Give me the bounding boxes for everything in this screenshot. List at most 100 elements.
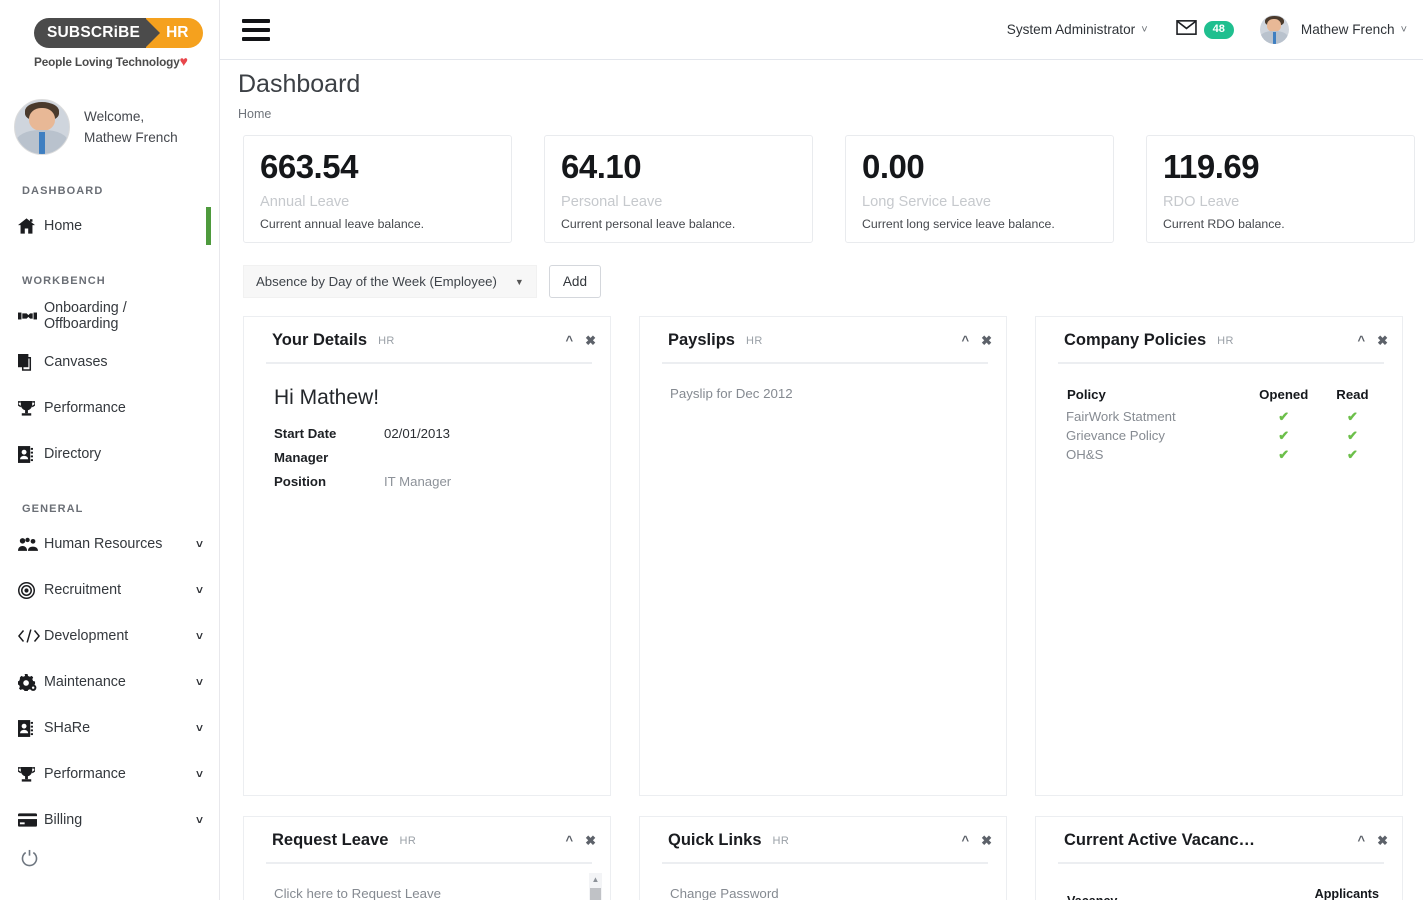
avatar[interactable] bbox=[1259, 15, 1289, 44]
close-icon[interactable]: ✖ bbox=[1377, 333, 1388, 348]
close-icon[interactable]: ✖ bbox=[585, 833, 596, 848]
sidebar-item-recruitment[interactable]: Recruitment ˅ bbox=[0, 567, 219, 613]
widget-module-tag: HR bbox=[745, 334, 763, 347]
chevron-down-icon: ˅ bbox=[195, 721, 203, 735]
sidebar-item-performance-workbench[interactable]: Performance bbox=[0, 385, 219, 431]
nav-section-workbench: WORKBENCH bbox=[22, 275, 106, 287]
column-header-applicants: Applicants (Incomplete) bbox=[1314, 887, 1379, 900]
widget-add-row: Absence by Day of the Week (Employee) ▼ … bbox=[243, 265, 1423, 298]
breadcrumb[interactable]: Home bbox=[238, 107, 1423, 121]
table-header-row: Vacancy Applicants (Incomplete) bbox=[1066, 886, 1380, 900]
detail-key: Position bbox=[274, 474, 327, 489]
chevron-down-icon: ˅ bbox=[195, 537, 203, 551]
close-icon[interactable]: ✖ bbox=[981, 833, 992, 848]
widget-actions: ^ ✖ bbox=[566, 334, 597, 347]
widget-header: Payslips HR ^ ✖ bbox=[640, 317, 1006, 350]
list-item[interactable]: Change Password bbox=[670, 886, 779, 900]
chevron-down-icon: ˅ bbox=[195, 767, 203, 781]
sidebar-item-maintenance[interactable]: Maintenance ˅ bbox=[0, 659, 219, 705]
tagline-text: People Loving Technology bbox=[34, 55, 180, 69]
user-menu[interactable]: Mathew French ˅ bbox=[1301, 22, 1407, 37]
widget-header: Your Details HR ^ ✖ bbox=[244, 317, 610, 350]
widget-header: Current Active Vacanc… ^ ✖ bbox=[1036, 817, 1402, 850]
messages-count-badge: 48 bbox=[1203, 20, 1234, 39]
add-widget-button[interactable]: Add bbox=[548, 265, 602, 298]
widget-divider bbox=[662, 862, 988, 864]
brand-logo[interactable]: SUBSCRiBE HR People Loving Technology♥ bbox=[0, 0, 219, 69]
sidebar-item-onboarding-offboarding[interactable]: Onboarding / Offboarding bbox=[0, 293, 219, 339]
role-switcher[interactable]: System Administrator ˅ bbox=[1007, 22, 1148, 37]
sidebar-item-share[interactable]: SHaRe ˅ bbox=[0, 705, 219, 751]
avatar-face-illustration bbox=[1260, 15, 1289, 44]
table-row[interactable]: OH&S ✔ ✔ bbox=[1066, 445, 1380, 464]
widget-request-leave: Request Leave HR ^ ✖ Click here to Reque… bbox=[243, 816, 611, 900]
close-icon[interactable]: ✖ bbox=[1377, 833, 1388, 848]
policies-table: Policy Opened Read FairWork Statment ✔ ✔ bbox=[1066, 386, 1380, 464]
scrollbar[interactable]: ▲ bbox=[589, 873, 602, 900]
opened-check-icon: ✔ bbox=[1278, 408, 1290, 424]
table-row[interactable]: FairWork Statment ✔ ✔ bbox=[1066, 407, 1380, 426]
chevron-up-icon[interactable]: ^ bbox=[961, 833, 970, 848]
scrollbar-thumb[interactable] bbox=[590, 888, 601, 900]
detail-value: IT Manager bbox=[384, 474, 452, 489]
sidebar-item-billing[interactable]: Billing ˅ bbox=[0, 797, 219, 843]
chevron-up-icon[interactable]: ^ bbox=[1357, 333, 1366, 348]
sidebar-item-label: Onboarding / Offboarding bbox=[44, 300, 127, 332]
stat-card-rdo-leave[interactable]: 119.69 RDO Leave Current RDO balance. bbox=[1146, 135, 1415, 243]
people-group-icon bbox=[18, 537, 44, 552]
chevron-down-icon: ˅ bbox=[195, 813, 203, 827]
home-icon bbox=[18, 218, 44, 234]
sidebar-item-canvases[interactable]: Canvases bbox=[0, 339, 219, 385]
table-row[interactable]: Grievance Policy ✔ ✔ bbox=[1066, 426, 1380, 445]
breadcrumb-item-home[interactable]: Home bbox=[238, 107, 272, 121]
sidebar-item-human-resources[interactable]: Human Resources ˅ bbox=[0, 521, 219, 567]
messages-button[interactable]: 48 bbox=[1175, 19, 1234, 40]
widget-select[interactable]: Absence by Day of the Week (Employee) ▼ bbox=[243, 265, 537, 298]
widget-title: Payslips bbox=[668, 331, 735, 349]
welcome-line-2: Mathew French bbox=[84, 130, 178, 145]
list-item[interactable]: Click here to Request Leave bbox=[274, 886, 442, 900]
sidebar-item-performance-general[interactable]: Performance ˅ bbox=[0, 751, 219, 797]
chevron-up-icon[interactable]: ^ bbox=[565, 833, 574, 848]
close-icon[interactable]: ✖ bbox=[981, 333, 992, 348]
widget-body: Policy Opened Read FairWork Statment ✔ ✔ bbox=[1036, 364, 1402, 474]
stat-card-personal-leave[interactable]: 64.10 Personal Leave Current personal le… bbox=[544, 135, 813, 243]
widget-module-tag: HR bbox=[399, 834, 417, 847]
logo-tagline: People Loving Technology♥ bbox=[34, 53, 219, 69]
stat-description: Current RDO balance. bbox=[1163, 217, 1285, 231]
list-item[interactable]: Payslip for Dec 2012 bbox=[670, 386, 793, 401]
chevron-up-icon[interactable]: ^ bbox=[565, 333, 574, 348]
hamburger-menu-icon[interactable] bbox=[242, 18, 270, 41]
widget-actions: ^ ✖ bbox=[962, 834, 993, 847]
widget-title: Quick Links bbox=[668, 831, 762, 849]
stat-card-annual-leave[interactable]: 663.54 Annual Leave Current annual leave… bbox=[243, 135, 512, 243]
stat-description: Current personal leave balance. bbox=[561, 217, 736, 231]
stat-value: 663.54 bbox=[260, 148, 358, 185]
logout-button[interactable] bbox=[0, 843, 219, 873]
widget-divider bbox=[1058, 862, 1384, 864]
detail-row: Position IT Manager bbox=[274, 474, 588, 489]
table-header-row: Policy Opened Read bbox=[1066, 386, 1380, 407]
chevron-up-icon[interactable]: ^ bbox=[1357, 833, 1366, 848]
chevron-up-icon[interactable]: ^ bbox=[961, 333, 970, 348]
main-content: Dashboard Home 663.54 Annual Leave Curre… bbox=[220, 60, 1423, 900]
sidebar-item-home[interactable]: Home bbox=[0, 203, 219, 249]
scroll-up-arrow-icon[interactable]: ▲ bbox=[591, 875, 600, 884]
handshake-icon bbox=[18, 309, 44, 323]
stat-value: 64.10 bbox=[561, 148, 642, 185]
widget-column-1: Your Details HR ^ ✖ Hi Mathew! Start Dat… bbox=[243, 316, 611, 900]
stat-card-long-service-leave[interactable]: 0.00 Long Service Leave Current long ser… bbox=[845, 135, 1114, 243]
widget-payslips: Payslips HR ^ ✖ Payslip for Dec 2012 bbox=[639, 316, 1007, 796]
stat-description: Current annual leave balance. bbox=[260, 217, 425, 231]
sidebar-user-block[interactable]: Welcome, Mathew French bbox=[0, 69, 219, 155]
sidebar-item-label: Human Resources bbox=[44, 536, 163, 552]
sidebar-item-development[interactable]: Development ˅ bbox=[0, 613, 219, 659]
logo-text-subscribe: SUBSCRiBE bbox=[34, 18, 161, 48]
sidebar-item-label: Directory bbox=[44, 446, 102, 462]
widget-title: Your Details bbox=[272, 331, 368, 349]
widget-divider bbox=[266, 362, 592, 364]
sidebar-item-directory[interactable]: Directory bbox=[0, 431, 219, 477]
widget-body: Vacancy Applicants (Incomplete) 08/12/20… bbox=[1036, 864, 1402, 900]
close-icon[interactable]: ✖ bbox=[585, 333, 596, 348]
widget-title: Request Leave bbox=[272, 831, 389, 849]
